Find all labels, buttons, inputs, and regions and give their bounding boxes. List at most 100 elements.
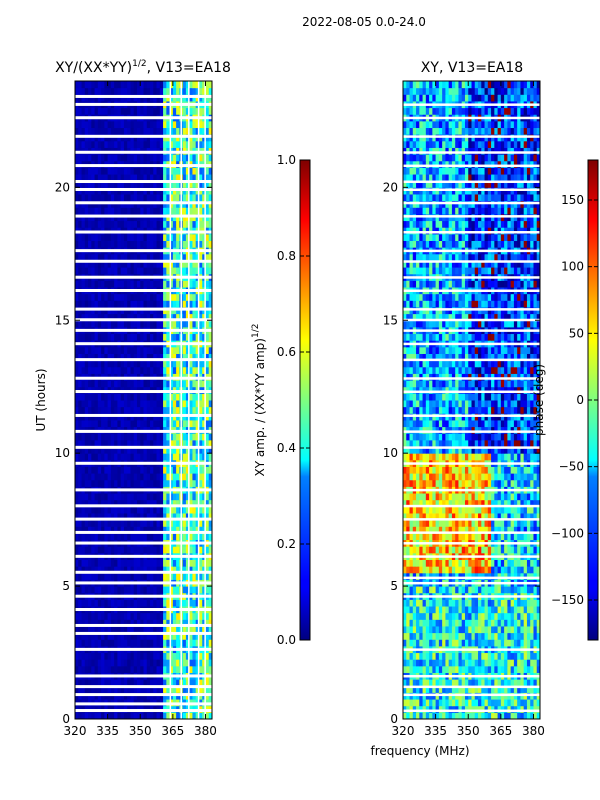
heatmap-cell bbox=[438, 665, 443, 673]
heatmap-cell bbox=[520, 632, 525, 640]
heatmap-cell bbox=[455, 659, 459, 667]
heatmap-cell bbox=[75, 154, 79, 162]
heatmap-cell bbox=[484, 699, 489, 707]
heatmap-cell bbox=[123, 506, 128, 514]
heatmap-cell bbox=[163, 499, 167, 507]
heatmap-cell bbox=[189, 353, 193, 361]
heatmap-cell bbox=[192, 380, 197, 388]
heatmap-cell bbox=[159, 240, 164, 248]
heatmap-cell bbox=[153, 400, 158, 408]
heatmap-cell bbox=[114, 320, 118, 328]
heatmap-cell bbox=[195, 366, 200, 374]
heatmap-cell bbox=[88, 240, 92, 248]
heatmap-cell bbox=[104, 207, 109, 215]
heatmap-cell bbox=[464, 639, 469, 647]
heatmap-cell bbox=[75, 586, 79, 594]
y-tick-label: 0 bbox=[62, 712, 70, 726]
heatmap-cell bbox=[101, 419, 105, 428]
heatmap-cell bbox=[143, 400, 148, 408]
heatmap-cell bbox=[84, 512, 89, 521]
heatmap-cell bbox=[497, 712, 502, 719]
heatmap-cell bbox=[198, 253, 203, 261]
heatmap-cell bbox=[487, 619, 492, 627]
heatmap-cell bbox=[419, 632, 424, 640]
heatmap-cell bbox=[150, 240, 154, 248]
heatmap-cell bbox=[120, 566, 125, 574]
heatmap-cell bbox=[432, 632, 437, 640]
heatmap-cell bbox=[202, 127, 206, 135]
heatmap-cell bbox=[114, 380, 118, 388]
y-tick-label: 15 bbox=[55, 313, 70, 327]
heatmap-cell bbox=[107, 320, 112, 328]
heatmap-cell bbox=[146, 260, 151, 268]
heatmap-cell bbox=[153, 652, 158, 660]
heatmap-cell bbox=[455, 586, 459, 594]
heatmap-cell bbox=[526, 606, 531, 614]
heatmap-cell bbox=[422, 599, 427, 607]
heatmap-cell bbox=[182, 240, 187, 248]
heatmap-cell bbox=[133, 240, 138, 248]
heatmap-cell bbox=[120, 360, 125, 368]
heatmap-cell bbox=[133, 433, 138, 441]
heatmap-cell bbox=[202, 253, 206, 261]
heatmap-cell bbox=[78, 512, 83, 521]
heatmap-cell bbox=[202, 140, 206, 148]
heatmap-cell bbox=[163, 479, 167, 487]
heatmap-cell bbox=[198, 260, 203, 268]
heatmap-cell bbox=[110, 466, 115, 474]
heatmap-cell bbox=[104, 639, 109, 647]
heatmap-cell bbox=[140, 207, 144, 215]
heatmap-cell bbox=[526, 625, 531, 634]
heatmap-cell bbox=[84, 446, 89, 454]
heatmap-cell bbox=[510, 599, 515, 607]
heatmap-cell bbox=[172, 393, 177, 401]
heatmap-cell bbox=[198, 546, 203, 554]
heatmap-cell bbox=[110, 499, 115, 507]
heatmap-cell bbox=[412, 685, 417, 693]
heatmap-cell bbox=[75, 120, 79, 129]
heatmap-cell bbox=[156, 439, 161, 448]
heatmap-cell bbox=[153, 107, 158, 115]
heatmap-cell bbox=[172, 665, 177, 673]
heatmap-cell bbox=[97, 220, 102, 228]
heatmap-cell bbox=[143, 107, 148, 115]
heatmap-cell bbox=[104, 380, 109, 388]
heatmap-cell bbox=[500, 612, 505, 620]
heatmap-cell bbox=[114, 439, 118, 448]
heatmap-cell bbox=[120, 240, 125, 248]
heatmap-cell bbox=[169, 625, 174, 634]
heatmap-cell bbox=[471, 705, 476, 713]
heatmap-cell bbox=[159, 499, 164, 507]
heatmap-cell bbox=[435, 699, 440, 707]
heatmap-cell bbox=[104, 665, 109, 673]
heatmap-cell bbox=[403, 625, 407, 634]
heatmap-cell bbox=[133, 685, 138, 693]
heatmap-cell bbox=[189, 81, 193, 89]
heatmap-cell bbox=[198, 446, 203, 454]
heatmap-cell bbox=[166, 659, 171, 667]
heatmap-cell bbox=[533, 586, 538, 594]
heatmap-cell bbox=[94, 433, 99, 441]
heatmap-cell bbox=[448, 599, 453, 607]
heatmap-cell bbox=[159, 233, 164, 241]
heatmap-cell bbox=[169, 632, 174, 640]
heatmap-cell bbox=[448, 712, 453, 719]
heatmap-cell bbox=[464, 625, 469, 634]
heatmap-cell bbox=[189, 127, 193, 135]
heatmap-cell bbox=[81, 572, 86, 580]
heatmap-cell bbox=[110, 393, 115, 401]
heatmap-cell bbox=[172, 659, 177, 667]
heatmap-cell bbox=[120, 599, 125, 607]
heatmap-cell bbox=[513, 679, 518, 687]
heatmap-cell bbox=[104, 233, 109, 241]
heatmap-cell bbox=[185, 586, 190, 594]
heatmap-cell bbox=[205, 360, 210, 368]
heatmap-cell bbox=[130, 526, 135, 534]
heatmap-cell bbox=[478, 606, 482, 614]
heatmap-cell bbox=[172, 167, 177, 175]
heatmap-cell bbox=[120, 366, 125, 374]
heatmap-cell bbox=[504, 619, 508, 627]
heatmap-cell bbox=[123, 81, 128, 89]
heatmap-cell bbox=[104, 280, 109, 288]
heatmap-cell bbox=[91, 300, 96, 308]
